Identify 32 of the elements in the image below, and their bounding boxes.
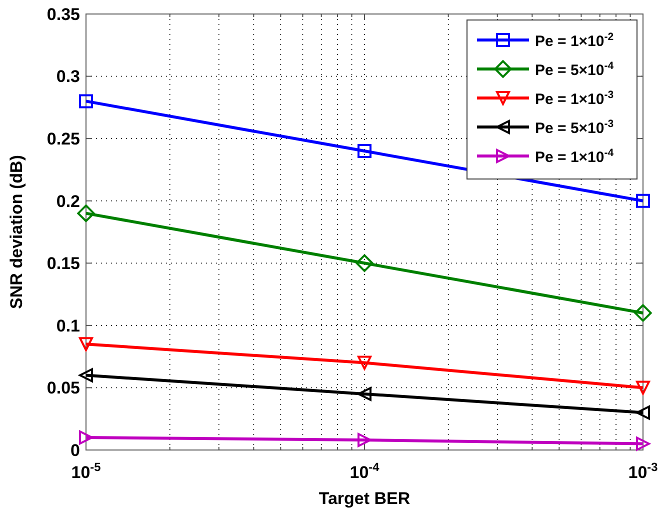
point bbox=[79, 94, 93, 108]
legend-label: Pe = 1×10$^{-2}$ bbox=[535, 31, 614, 50]
point bbox=[636, 194, 650, 208]
point bbox=[636, 406, 650, 420]
point bbox=[358, 356, 372, 370]
x-tick-label: 10$^{-5}$ bbox=[71, 460, 102, 482]
y-axis-title: SNR deviation (dB) bbox=[7, 155, 26, 309]
x-tick-label: 10$^{-3}$ bbox=[628, 460, 658, 482]
legend-label: Pe = 5×10$^{-4}$ bbox=[535, 60, 614, 79]
y-tick-label: 0.35 bbox=[46, 4, 80, 24]
point bbox=[79, 337, 93, 352]
point bbox=[79, 368, 93, 382]
point bbox=[358, 144, 372, 158]
point bbox=[358, 386, 372, 401]
legend-label: Pe = 1×10$^{-3}$ bbox=[535, 89, 614, 108]
y-tick-label: 0.15 bbox=[46, 254, 80, 274]
point bbox=[358, 433, 372, 448]
point bbox=[636, 380, 650, 395]
point bbox=[634, 304, 652, 322]
x-axis-title: Target BER bbox=[318, 489, 410, 508]
x-tick-label: 10$^{-4}$ bbox=[350, 460, 380, 482]
y-tick-label: 0.05 bbox=[46, 378, 80, 398]
y-tick-label: 0.3 bbox=[56, 67, 80, 86]
y-tick-label: 0.2 bbox=[56, 192, 80, 211]
y-tick-label: 0.1 bbox=[56, 316, 80, 336]
point bbox=[636, 436, 650, 451]
legend-label: Pe = 5×10$^{-3}$ bbox=[535, 118, 614, 137]
y-tick-label: 0 bbox=[70, 440, 80, 460]
y-tick-label: 0.25 bbox=[46, 130, 80, 149]
legend-label: Pe = 1×10$^{-4}$ bbox=[535, 147, 614, 166]
point bbox=[79, 430, 93, 445]
point bbox=[356, 254, 374, 272]
